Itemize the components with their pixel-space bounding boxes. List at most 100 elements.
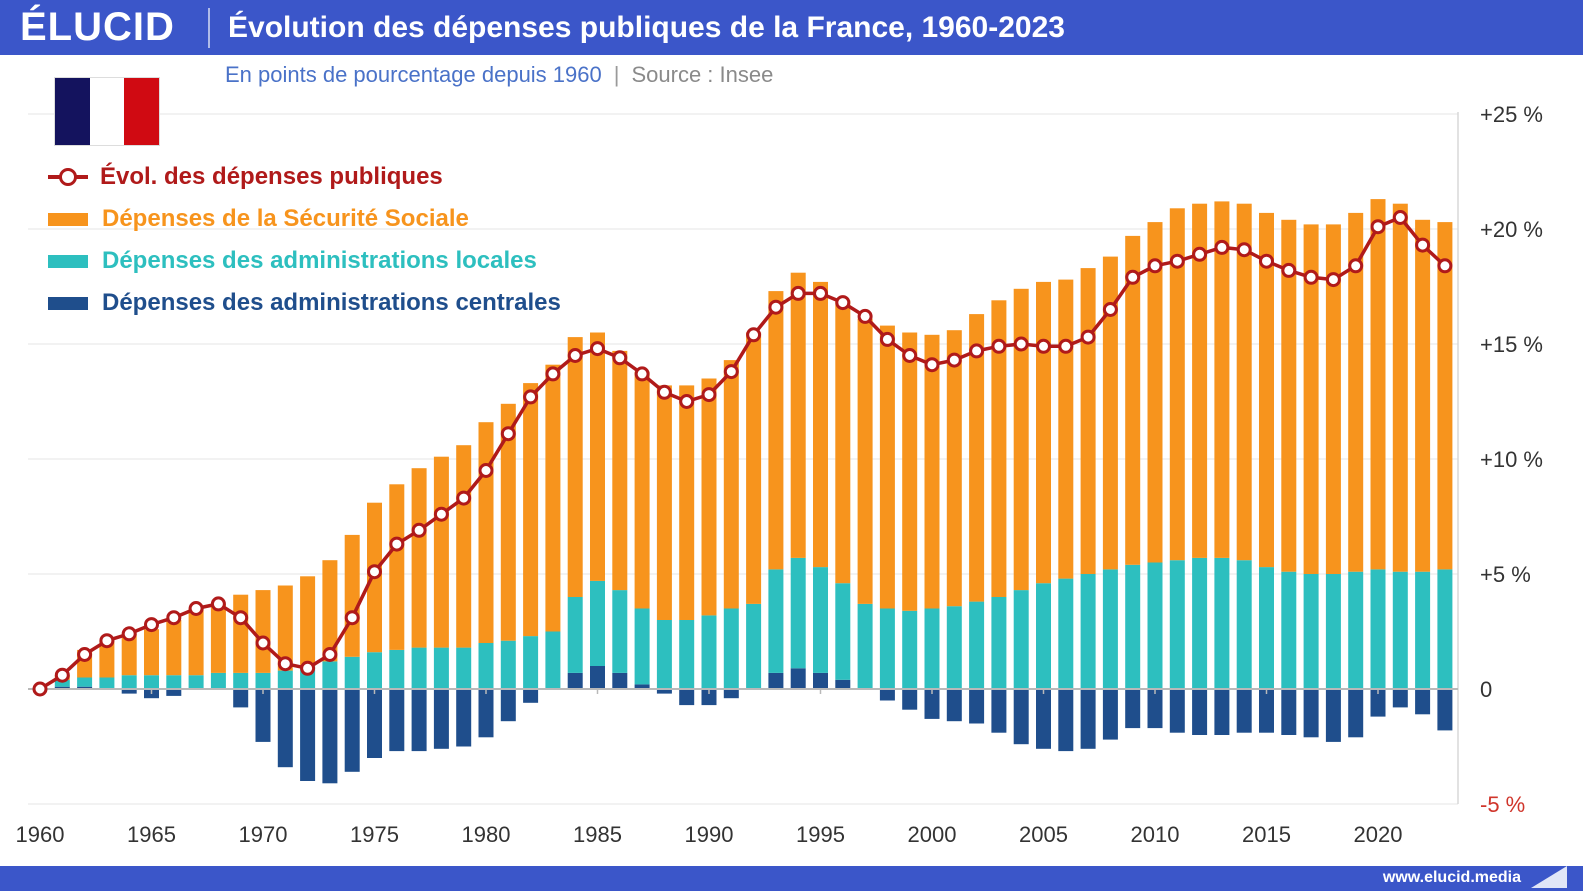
bar-centrales <box>255 689 271 742</box>
bar-locales <box>54 679 70 687</box>
bar-centrales <box>54 686 70 689</box>
legend-swatch-centrales <box>48 296 88 310</box>
bar-centrales <box>612 672 628 689</box>
total-point <box>1080 329 1096 345</box>
bar-secu <box>1370 199 1386 570</box>
bar-secu <box>1325 224 1341 574</box>
bar-secu <box>1348 212 1364 572</box>
bar-centrales <box>1348 689 1364 738</box>
bar-locales <box>1303 574 1319 689</box>
footer-bar: www.elucid.media <box>0 866 1583 891</box>
header-divider <box>208 7 210 48</box>
bar-secu <box>545 364 561 632</box>
bar-secu <box>1192 203 1208 558</box>
total-point <box>389 536 405 552</box>
total-point <box>1259 253 1274 269</box>
bar-centrales <box>1036 689 1051 749</box>
bar-locales <box>500 640 516 689</box>
total-point <box>835 295 851 311</box>
total-point <box>723 364 739 380</box>
bar-secu <box>924 334 940 609</box>
bar-secu <box>277 585 293 671</box>
total-point <box>1281 262 1297 278</box>
total-point <box>1214 239 1230 255</box>
bar-secu <box>144 629 159 676</box>
bar-locales <box>1259 567 1274 689</box>
bar-centrales <box>1169 689 1185 733</box>
legend-item-total: Évol. des dépenses publiques <box>48 156 561 198</box>
total-point <box>144 617 159 633</box>
bar-centrales <box>166 689 182 696</box>
bar-locales <box>1214 557 1230 689</box>
total-point <box>210 596 226 612</box>
x-tick-label: 2005 <box>1019 822 1068 847</box>
bar-secu <box>1058 279 1074 579</box>
total-point <box>902 348 918 363</box>
bar-secu <box>300 576 316 666</box>
bar-secu <box>523 383 539 637</box>
bar-secu <box>1236 203 1252 561</box>
total-point <box>1036 338 1051 354</box>
bar-centrales <box>1013 689 1029 745</box>
bar-locales <box>255 672 271 689</box>
total-point <box>188 601 204 616</box>
total-point <box>946 352 962 368</box>
bar-locales <box>634 608 650 685</box>
bar-secu <box>389 484 405 650</box>
bar-locales <box>835 583 851 680</box>
bar-secu <box>1415 219 1431 572</box>
total-point <box>924 357 940 373</box>
bar-centrales <box>567 672 583 689</box>
total-point <box>478 463 494 478</box>
total-point <box>746 327 762 343</box>
footer-url[interactable]: www.elucid.media <box>1382 869 1521 886</box>
bar-centrales <box>121 689 137 694</box>
legend-swatch-secu <box>48 212 88 226</box>
bar-locales <box>411 647 427 689</box>
total-point <box>879 331 895 347</box>
bar-centrales <box>813 672 828 689</box>
bar-secu <box>121 633 137 676</box>
bar-centrales <box>478 689 494 738</box>
bar-secu <box>567 337 583 597</box>
bar-centrales <box>1125 689 1141 729</box>
total-point <box>612 350 628 366</box>
bar-centrales <box>1370 689 1386 717</box>
bar-secu <box>835 300 851 584</box>
bar-locales <box>723 608 739 689</box>
bar-secu <box>1259 212 1274 568</box>
bar-secu <box>1080 268 1096 574</box>
bar-centrales <box>768 672 784 689</box>
x-tick-label: 1985 <box>573 822 622 847</box>
total-point <box>969 343 985 359</box>
bar-locales <box>1058 578 1074 689</box>
total-point <box>32 681 48 697</box>
bar-secu <box>1013 288 1029 591</box>
bar-secu <box>1437 222 1453 570</box>
bar-secu <box>1169 208 1185 561</box>
total-point <box>411 522 427 538</box>
total-point <box>523 389 539 405</box>
chart-subtitle: En points de pourcentage depuis 1960 | Sou… <box>225 62 773 88</box>
bar-locales <box>1036 583 1051 689</box>
bar-locales <box>433 647 449 689</box>
bar-centrales <box>1080 689 1096 749</box>
bar-centrales <box>322 689 338 784</box>
bar-locales <box>590 580 605 666</box>
bar-centrales <box>1259 689 1274 733</box>
bar-locales <box>478 643 494 689</box>
bar-secu <box>946 330 962 607</box>
bar-secu <box>166 620 182 676</box>
bar-locales <box>322 661 338 689</box>
bar-centrales <box>411 689 427 752</box>
bar-secu <box>1147 222 1163 563</box>
bar-locales <box>344 656 360 689</box>
total-point <box>1192 246 1208 262</box>
bar-centrales <box>389 689 405 752</box>
bar-locales <box>456 647 472 689</box>
bar-centrales <box>1147 689 1163 729</box>
bar-centrales <box>590 666 605 689</box>
legend-label-locales: Dépenses des administrations locales <box>102 247 537 274</box>
total-point <box>433 506 449 522</box>
total-point <box>1303 269 1319 285</box>
